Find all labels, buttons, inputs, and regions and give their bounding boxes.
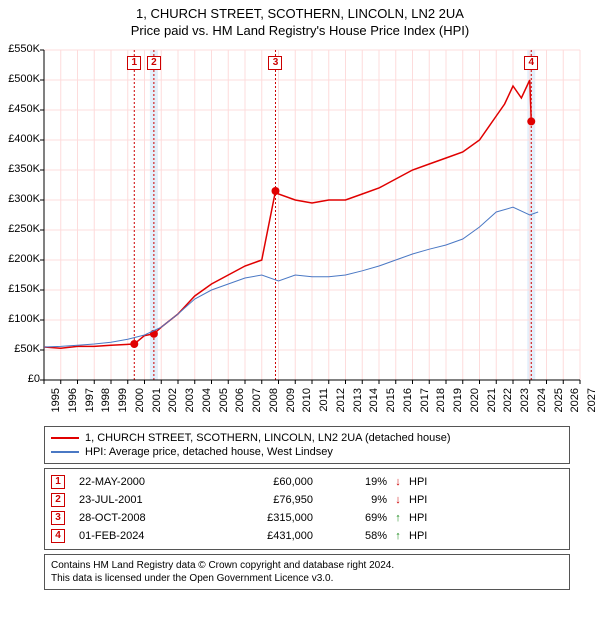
x-axis-tick-label: 1996 <box>67 388 79 418</box>
event-marker-label: 1 <box>127 56 141 70</box>
event-price: £60,000 <box>213 476 343 488</box>
legend-row: 1, CHURCH STREET, SCOTHERN, LINCOLN, LN2… <box>51 431 563 445</box>
x-axis-tick-label: 1999 <box>117 388 129 418</box>
y-axis-tick-label: £250K <box>0 223 40 235</box>
x-axis-tick-label: 2023 <box>519 388 531 418</box>
x-axis-tick-label: 2005 <box>218 388 230 418</box>
x-axis-tick-label: 2018 <box>435 388 447 418</box>
x-axis-tick-label: 2016 <box>402 388 414 418</box>
x-axis-tick-label: 2012 <box>335 388 347 418</box>
event-marker-label: 3 <box>268 56 282 70</box>
event-pct: 58% <box>347 530 387 542</box>
chart-svg <box>0 42 600 420</box>
x-axis-tick-label: 2017 <box>419 388 431 418</box>
x-axis-tick-label: 2007 <box>251 388 263 418</box>
x-axis-tick-label: 1997 <box>84 388 96 418</box>
chart-title-line1: 1, CHURCH STREET, SCOTHERN, LINCOLN, LN2… <box>0 0 600 23</box>
x-axis-tick-label: 2010 <box>301 388 313 418</box>
y-axis-tick-label: £50K <box>0 343 40 355</box>
event-pct: 19% <box>347 476 387 488</box>
event-pct: 69% <box>347 512 387 524</box>
event-date: 23-JUL-2001 <box>69 494 209 506</box>
x-axis-tick-label: 2008 <box>268 388 280 418</box>
event-marker-icon: 4 <box>51 529 65 543</box>
event-price: £431,000 <box>213 530 343 542</box>
event-row: 2 23-JUL-2001 £76,950 9% ↓ HPI <box>51 491 563 509</box>
event-price: £315,000 <box>213 512 343 524</box>
figure-container: 1, CHURCH STREET, SCOTHERN, LINCOLN, LN2… <box>0 0 600 590</box>
event-marker-icon: 2 <box>51 493 65 507</box>
legend-row: HPI: Average price, detached house, West… <box>51 445 563 459</box>
x-axis-tick-label: 2001 <box>151 388 163 418</box>
x-axis-tick-label: 1995 <box>50 388 62 418</box>
event-hpi-label: HPI <box>409 494 427 506</box>
x-axis-tick-label: 2002 <box>167 388 179 418</box>
y-axis-tick-label: £450K <box>0 103 40 115</box>
x-axis-tick-label: 1998 <box>100 388 112 418</box>
event-row: 4 01-FEB-2024 £431,000 58% ↑ HPI <box>51 527 563 545</box>
x-axis-tick-label: 2020 <box>469 388 481 418</box>
y-axis-tick-label: £300K <box>0 193 40 205</box>
x-axis-tick-label: 2022 <box>502 388 514 418</box>
event-date: 01-FEB-2024 <box>69 530 209 542</box>
y-axis-tick-label: £400K <box>0 133 40 145</box>
arrow-icon: ↑ <box>391 530 405 542</box>
event-marker-label: 4 <box>524 56 538 70</box>
x-axis-tick-label: 2013 <box>352 388 364 418</box>
license-footer: Contains HM Land Registry data © Crown c… <box>44 554 570 590</box>
chart-title-line2: Price paid vs. HM Land Registry's House … <box>0 23 600 42</box>
chart-area: £0 £50K £100K £150K £200K £250K £300K £350K £400… <box>0 42 600 420</box>
legend-swatch <box>51 437 79 439</box>
x-axis-tick-label: 2019 <box>452 388 464 418</box>
legend-label: 1, CHURCH STREET, SCOTHERN, LINCOLN, LN2… <box>85 432 451 444</box>
event-price: £76,950 <box>213 494 343 506</box>
event-pct: 9% <box>347 494 387 506</box>
event-date: 22-MAY-2000 <box>69 476 209 488</box>
event-marker-label: 2 <box>147 56 161 70</box>
y-axis-tick-label: £500K <box>0 73 40 85</box>
x-axis-tick-label: 2024 <box>536 388 548 418</box>
arrow-icon: ↑ <box>391 512 405 524</box>
event-marker-icon: 3 <box>51 511 65 525</box>
legend-label: HPI: Average price, detached house, West… <box>85 446 333 458</box>
x-axis-tick-label: 2004 <box>201 388 213 418</box>
x-axis-tick-label: 2014 <box>368 388 380 418</box>
license-line2: This data is licensed under the Open Gov… <box>51 572 563 585</box>
legend: 1, CHURCH STREET, SCOTHERN, LINCOLN, LN2… <box>44 426 570 464</box>
event-marker-icon: 1 <box>51 475 65 489</box>
x-axis-tick-label: 2025 <box>553 388 565 418</box>
x-axis-tick-label: 2006 <box>234 388 246 418</box>
x-axis-tick-label: 2011 <box>318 388 330 418</box>
arrow-icon: ↓ <box>391 494 405 506</box>
x-axis-tick-label: 2003 <box>184 388 196 418</box>
arrow-icon: ↓ <box>391 476 405 488</box>
event-hpi-label: HPI <box>409 476 427 488</box>
y-axis-tick-label: £350K <box>0 163 40 175</box>
event-row: 3 28-OCT-2008 £315,000 69% ↑ HPI <box>51 509 563 527</box>
event-row: 1 22-MAY-2000 £60,000 19% ↓ HPI <box>51 473 563 491</box>
event-hpi-label: HPI <box>409 512 427 524</box>
x-axis-tick-label: 2021 <box>486 388 498 418</box>
license-line1: Contains HM Land Registry data © Crown c… <box>51 559 563 572</box>
x-axis-tick-label: 2000 <box>134 388 146 418</box>
y-axis-tick-label: £200K <box>0 253 40 265</box>
event-date: 28-OCT-2008 <box>69 512 209 524</box>
events-table: 1 22-MAY-2000 £60,000 19% ↓ HPI 2 23-JUL-2001 £7… <box>44 468 570 550</box>
y-axis-tick-label: £150K <box>0 283 40 295</box>
legend-swatch <box>51 451 79 453</box>
event-hpi-label: HPI <box>409 530 427 542</box>
x-axis-tick-label: 2015 <box>385 388 397 418</box>
y-axis-tick-label: £0 <box>0 373 40 385</box>
x-axis-tick-label: 2027 <box>586 388 598 418</box>
y-axis-tick-label: £550K <box>0 43 40 55</box>
x-axis-tick-label: 2026 <box>569 388 581 418</box>
x-axis-tick-label: 2009 <box>285 388 297 418</box>
y-axis-tick-label: £100K <box>0 313 40 325</box>
